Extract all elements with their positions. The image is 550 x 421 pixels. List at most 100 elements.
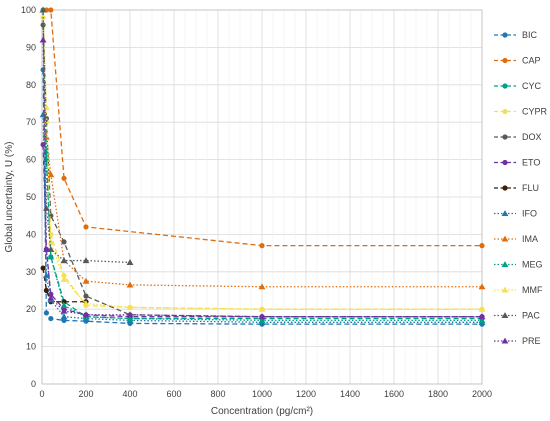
- data-point-ima: [258, 283, 266, 290]
- data-point-cap: [48, 7, 54, 13]
- data-point-cap: [61, 175, 67, 181]
- data-point-mmf: [82, 300, 90, 307]
- data-point-meg: [258, 317, 266, 323]
- legend-item-ima: IMA: [494, 234, 538, 244]
- data-point-meg: [478, 317, 486, 323]
- legend-label-ima: IMA: [522, 234, 538, 244]
- x-tick-label: 1800: [428, 389, 448, 399]
- data-point-ima: [478, 283, 486, 290]
- y-tick-label: 0: [31, 379, 36, 389]
- data-point-pre: [47, 294, 55, 301]
- data-point-bic: [43, 310, 50, 316]
- series-line-cap: [46, 9, 482, 247]
- data-point-pac: [82, 257, 90, 264]
- legend-marker-ifo: [501, 210, 509, 217]
- series-line-pre: [42, 39, 482, 318]
- x-tick-label: 1200: [296, 389, 316, 399]
- data-point-dox: [83, 293, 89, 299]
- legend-item-mmf: MMF: [494, 285, 543, 295]
- legend-item-bic: BIC: [494, 30, 538, 40]
- legend-item-flu: FLU: [494, 183, 539, 193]
- x-tick-label: 200: [78, 389, 93, 399]
- series-meg: [39, 6, 486, 323]
- series-cap: [43, 7, 485, 249]
- y-tick-label: 10: [26, 342, 36, 352]
- data-point-flu: [43, 287, 50, 294]
- legend-label-cyc: CYC: [522, 81, 542, 91]
- data-point-pre: [82, 311, 90, 318]
- x-tick-label: 0: [39, 389, 44, 399]
- y-tick-label: 30: [26, 267, 36, 277]
- legend: BIC CAP CYC CYPR DOX ETO FLU IFO IMA MEG MMF PAC PRE: [494, 30, 548, 346]
- x-tick-label: 1000: [252, 389, 272, 399]
- legend-marker-mmf: [501, 286, 509, 293]
- legend-label-flu: FLU: [522, 183, 539, 193]
- series-mmf: [39, 6, 486, 312]
- data-point-pac: [60, 257, 68, 264]
- legend-label-mmf: MMF: [522, 285, 543, 295]
- data-point-pre: [60, 307, 68, 314]
- legend-marker-cap: [502, 57, 508, 64]
- series-line-cyc: [42, 9, 482, 320]
- data-point-cap: [83, 224, 89, 230]
- data-point-mmf: [47, 238, 55, 245]
- y-tick-label: 40: [26, 229, 36, 239]
- data-point-pre: [126, 311, 134, 318]
- gridlines: [41, 9, 483, 385]
- series-line-mmf: [42, 9, 482, 310]
- data-point-bic: [48, 315, 54, 322]
- y-tick-label: 20: [26, 304, 36, 314]
- legend-label-ifo: IFO: [522, 209, 537, 219]
- data-point-ifo: [43, 272, 50, 279]
- legend-item-meg: MEG: [494, 260, 543, 270]
- legend-label-dox: DOX: [522, 132, 542, 142]
- x-tick-label: 1400: [340, 389, 360, 399]
- plot-border: [41, 9, 483, 385]
- data-point-dox: [61, 239, 67, 245]
- data-point-pac: [126, 259, 134, 265]
- y-tick-label: 80: [26, 80, 36, 90]
- legend-marker-dox: [502, 134, 508, 140]
- legend-marker-bic: [502, 32, 508, 38]
- legend-label-meg: MEG: [522, 260, 543, 270]
- data-point-meg: [126, 315, 134, 322]
- y-axis-title: Global uncertainty, U (%): [4, 142, 15, 253]
- data-point-pac: [47, 245, 55, 252]
- legend-label-pre: PRE: [522, 336, 541, 346]
- series-eto: [40, 142, 485, 320]
- series-cyc: [40, 7, 485, 322]
- series-dox: [40, 22, 485, 320]
- data-point-meg: [60, 302, 68, 309]
- x-tick-label: 2000: [472, 389, 492, 399]
- x-axis-title: Concentration (pg/cm²): [211, 406, 313, 417]
- legend-label-bic: BIC: [522, 30, 538, 40]
- data-point-pre: [478, 313, 486, 320]
- legend-item-pre: PRE: [494, 336, 541, 346]
- legend-marker-flu: [502, 185, 508, 191]
- data-point-ifo: [60, 313, 68, 320]
- legend-item-cypr: CYPR: [494, 107, 548, 117]
- y-tick-label: 100: [21, 5, 36, 15]
- data-point-mmf: [478, 305, 486, 312]
- y-tick-label: 60: [26, 155, 36, 165]
- legend-item-dox: DOX: [494, 132, 542, 142]
- legend-marker-cypr: [502, 108, 508, 115]
- data-point-meg: [47, 253, 55, 260]
- series-pac: [39, 6, 134, 265]
- data-point-cap: [259, 243, 265, 249]
- data-point-mmf: [60, 275, 68, 282]
- legend-marker-eto: [502, 159, 508, 166]
- data-point-ima: [126, 281, 134, 288]
- y-tick-label: 50: [26, 192, 36, 202]
- x-tick-label: 1600: [384, 389, 404, 399]
- x-tick-label: 600: [166, 389, 181, 399]
- legend-label-eto: ETO: [522, 158, 540, 168]
- data-point-mmf: [126, 303, 134, 310]
- series-line-eto: [42, 144, 482, 318]
- legend-marker-cyc: [502, 83, 508, 89]
- series-pre: [39, 36, 486, 320]
- legend-item-ifo: IFO: [494, 209, 537, 219]
